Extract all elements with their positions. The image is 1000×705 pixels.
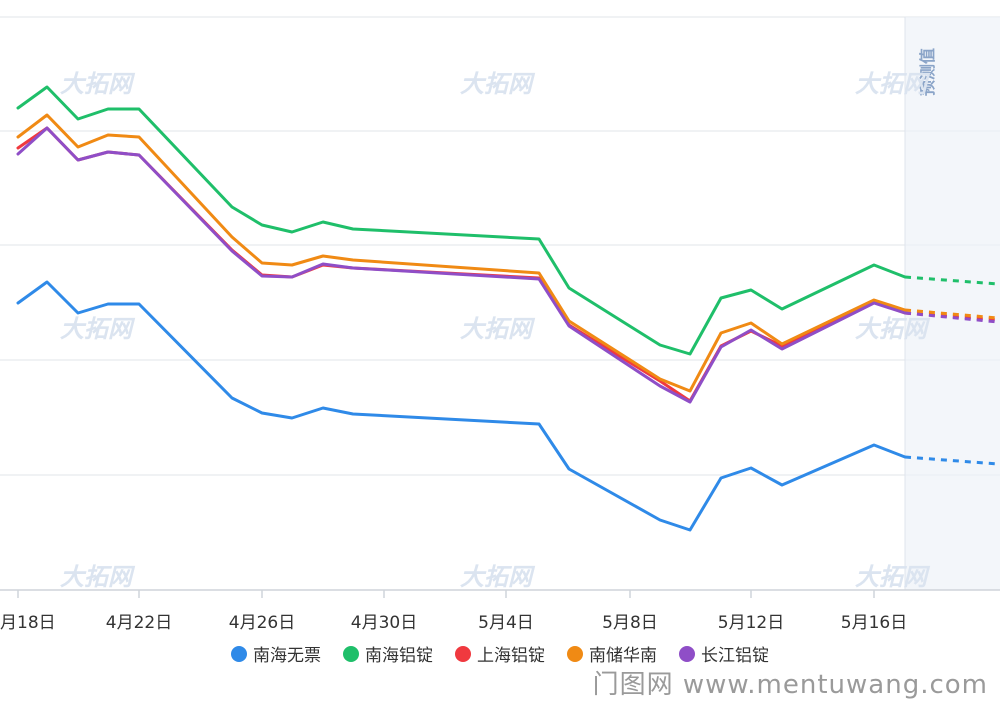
x-tick-label: 4月22日: [106, 613, 172, 633]
series-line: [16, 280, 907, 532]
legend-label: 长江铝锭: [701, 646, 769, 666]
legend-item[interactable]: 上海铝锭: [455, 641, 545, 666]
series-line: [16, 85, 907, 356]
x-tick-label: 4月30日: [351, 613, 417, 633]
legend-item[interactable]: 南海铝锭: [343, 641, 433, 666]
brand-watermark: 大拓网: [60, 563, 136, 591]
chart-grid: [0, 16, 1000, 476]
legend-label: 上海铝锭: [477, 646, 545, 666]
x-tick-label: 5月12日: [718, 613, 784, 633]
legend-dot-icon: [343, 645, 359, 662]
series-forecast-line: [904, 275, 999, 286]
legend-item[interactable]: 南海无票: [231, 641, 321, 666]
legend-dot-icon: [679, 645, 695, 662]
legend-dot-icon: [567, 645, 583, 662]
x-tick-label: 5月8日: [602, 613, 658, 633]
brand-watermark: 大拓网: [855, 563, 931, 591]
x-tick-label: 月18日: [0, 613, 56, 633]
brand-watermark: 大拓网: [855, 70, 931, 98]
legend-dot-icon: [455, 645, 471, 662]
brand-watermark: 大拓网: [60, 70, 136, 98]
series-line: [16, 126, 907, 404]
brand-watermark: 大拓网: [855, 315, 931, 343]
brand-watermark: 大拓网: [460, 563, 536, 591]
brand-watermark: 大拓网: [460, 70, 536, 98]
legend-label: 南海无票: [253, 646, 321, 666]
legend-dot-icon: [231, 645, 247, 662]
chart-legend: 南海无票 南海铝锭 上海铝锭 南储华南 长江铝锭: [0, 641, 1000, 666]
brand-watermark: 大拓网: [60, 315, 136, 343]
series-line: [16, 113, 907, 393]
series-layer: [16, 85, 999, 532]
legend-item[interactable]: 长江铝锭: [679, 641, 769, 666]
series-forecast-line: [904, 308, 999, 320]
legend-item[interactable]: 南储华南: [567, 641, 657, 666]
x-tick-label: 4月26日: [229, 613, 295, 633]
x-tick-label: 5月16日: [841, 613, 907, 633]
site-watermark: 门图网 www.mentuwang.com: [592, 670, 988, 700]
series-forecast-line: [904, 455, 999, 466]
legend-label: 南海铝锭: [365, 646, 433, 666]
series-forecast-line: [904, 311, 999, 324]
forecast-label: 预测值: [918, 48, 937, 96]
brand-watermark: 大拓网: [460, 315, 536, 343]
x-axis-ticks: 月18日 4月22日 4月26日 4月30日 5月4日 5月8日 5月12日 5月16日: [0, 590, 907, 633]
x-tick-label: 5月4日: [478, 613, 534, 633]
forecast-region: [905, 17, 1000, 590]
legend-label: 南储华南: [589, 646, 657, 666]
